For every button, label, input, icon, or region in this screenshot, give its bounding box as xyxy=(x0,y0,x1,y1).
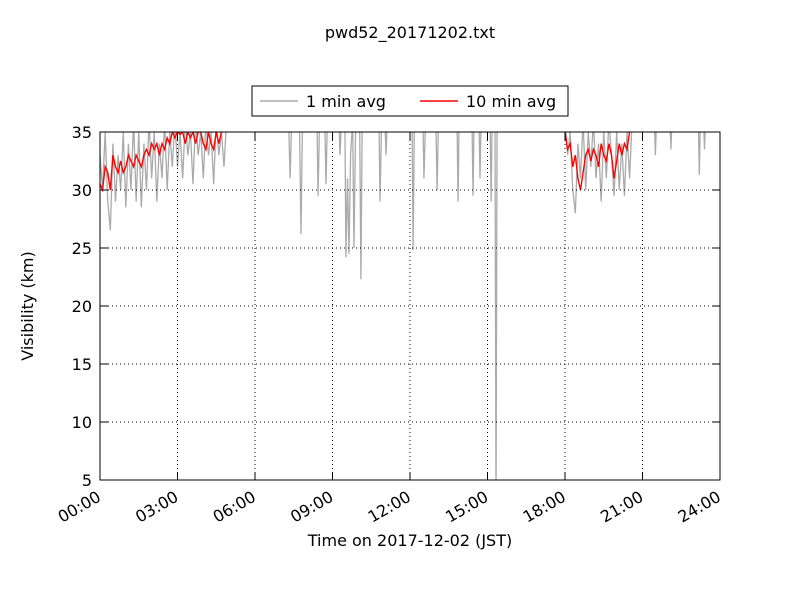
y-axis-label: Visibility (km) xyxy=(18,251,37,360)
data-line xyxy=(100,132,631,193)
y-tick-label: 30 xyxy=(72,181,92,200)
legend-label: 10 min avg xyxy=(466,92,556,111)
legend-box xyxy=(251,85,569,117)
legend-label: 1 min avg xyxy=(306,92,386,111)
x-axis-label: Time on 2017-12-02 (JST) xyxy=(307,531,512,550)
y-tick-label: 10 xyxy=(72,413,92,432)
data-line xyxy=(100,132,706,480)
y-tick-label: 20 xyxy=(72,297,92,316)
y-tick-label: 25 xyxy=(72,239,92,258)
y-tick-label: 15 xyxy=(72,355,92,374)
chart-title: pwd52_20171202.txt xyxy=(325,23,495,43)
plot-area xyxy=(100,132,706,480)
y-tick-label: 35 xyxy=(72,123,92,142)
y-tick-label: 5 xyxy=(82,471,92,490)
